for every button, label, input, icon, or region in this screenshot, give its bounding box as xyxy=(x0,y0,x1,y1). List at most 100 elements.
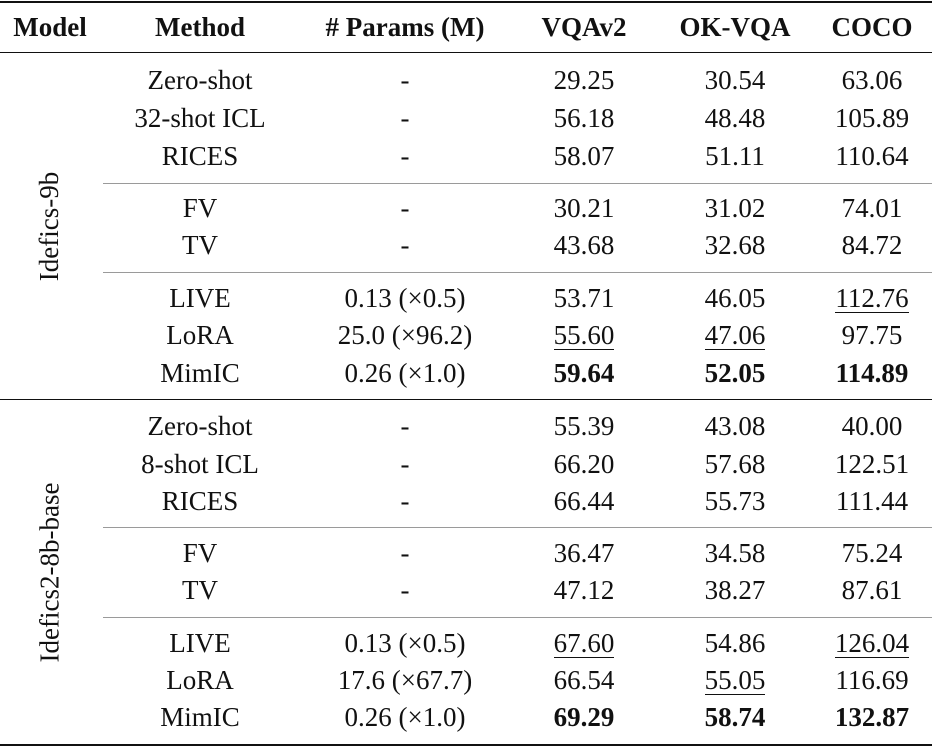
okvqa-cell-best: 52.05 xyxy=(704,358,766,388)
header-rule xyxy=(0,52,932,53)
method-cell: RICES xyxy=(161,486,239,516)
header-method: Method xyxy=(155,12,245,42)
method-cell: 8-shot ICL xyxy=(141,449,259,479)
section-divider xyxy=(103,617,932,618)
method-cell: MimIC xyxy=(160,702,240,732)
table-row: LoRA 17.6 (×67.7) 66.54 55.05 116.69 xyxy=(0,662,932,699)
table-row: TV - 43.68 32.68 84.72 xyxy=(0,227,932,264)
vqav2-cell-second-best: 55.60 xyxy=(553,320,615,350)
params-cell: 0.26 (×1.0) xyxy=(344,702,466,732)
okvqa-cell: 32.68 xyxy=(704,230,766,260)
table-row: FV - 30.21 31.02 74.01 xyxy=(0,190,932,227)
table-row: Zero-shot - 29.25 30.54 63.06 xyxy=(0,62,932,99)
coco-cell: 84.72 xyxy=(841,230,903,260)
header-okvqa: OK-VQA xyxy=(679,12,791,42)
method-cell: RICES xyxy=(161,141,239,171)
coco-cell: 63.06 xyxy=(841,65,903,95)
coco-cell: 105.89 xyxy=(834,103,910,133)
coco-cell-second-best: 112.76 xyxy=(835,283,909,313)
top-rule xyxy=(0,1,932,3)
params-cell: 0.26 (×1.0) xyxy=(344,358,466,388)
params-cell: - xyxy=(400,486,410,516)
table-row: MimIC 0.26 (×1.0) 59.64 52.05 114.89 xyxy=(0,355,932,392)
okvqa-cell: 51.11 xyxy=(705,141,765,171)
method-cell: MimIC xyxy=(160,358,240,388)
vqav2-cell: 43.68 xyxy=(553,230,615,260)
group-rule xyxy=(0,399,932,400)
header-coco: COCO xyxy=(831,12,913,42)
method-cell: TV xyxy=(182,230,218,260)
vqav2-cell: 66.44 xyxy=(553,486,615,516)
method-cell: LIVE xyxy=(169,283,231,313)
section-divider xyxy=(103,527,932,528)
coco-cell-second-best: 126.04 xyxy=(834,628,910,658)
coco-cell: 97.75 xyxy=(841,320,903,350)
method-cell: 32-shot ICL xyxy=(134,103,266,133)
params-cell: - xyxy=(400,103,410,133)
okvqa-cell: 46.05 xyxy=(704,283,766,313)
coco-cell: 122.51 xyxy=(834,449,910,479)
params-cell: - xyxy=(400,411,410,441)
okvqa-cell-best: 58.74 xyxy=(704,702,766,732)
header-vqav2: VQAv2 xyxy=(541,12,627,42)
coco-cell-best: 132.87 xyxy=(834,702,910,732)
okvqa-cell: 43.08 xyxy=(704,411,766,441)
table-row: Zero-shot - 55.39 43.08 40.00 xyxy=(0,408,932,445)
method-cell: TV xyxy=(182,575,218,605)
method-cell: Zero-shot xyxy=(147,411,253,441)
coco-cell: 110.64 xyxy=(835,141,909,171)
okvqa-cell-second-best: 55.05 xyxy=(704,665,766,695)
vqav2-cell: 53.71 xyxy=(553,283,615,313)
okvqa-cell: 30.54 xyxy=(704,65,766,95)
vqav2-cell-best: 69.29 xyxy=(553,702,615,732)
coco-cell: 111.44 xyxy=(835,486,909,516)
header-params: # Params (M) xyxy=(325,12,485,42)
header-model: Model xyxy=(13,12,87,42)
params-cell: - xyxy=(400,141,410,171)
section-divider xyxy=(103,272,932,273)
params-cell: 0.13 (×0.5) xyxy=(344,283,466,313)
table-row: RICES - 58.07 51.11 110.64 xyxy=(0,138,932,175)
params-cell: 0.13 (×0.5) xyxy=(344,628,466,658)
header-row: Model Method # Params (M) VQAv2 OK-VQA C… xyxy=(0,3,932,52)
coco-cell: 75.24 xyxy=(841,538,903,568)
params-cell: - xyxy=(400,449,410,479)
table-row: RICES - 66.44 55.73 111.44 xyxy=(0,483,932,520)
vqav2-cell: 66.54 xyxy=(553,665,615,695)
okvqa-cell: 38.27 xyxy=(704,575,766,605)
coco-cell-best: 114.89 xyxy=(835,358,909,388)
method-cell: LoRA xyxy=(166,665,234,695)
okvqa-cell: 31.02 xyxy=(704,193,766,223)
method-cell: LIVE xyxy=(169,628,231,658)
okvqa-cell: 55.73 xyxy=(704,486,766,516)
okvqa-cell-second-best: 47.06 xyxy=(704,320,766,350)
bottom-rule xyxy=(0,744,932,746)
vqav2-cell: 56.18 xyxy=(553,103,615,133)
okvqa-cell: 48.48 xyxy=(704,103,766,133)
coco-cell: 87.61 xyxy=(841,575,903,605)
method-cell: FV xyxy=(182,193,218,223)
okvqa-cell: 34.58 xyxy=(704,538,766,568)
vqav2-cell-best: 59.64 xyxy=(553,358,615,388)
params-cell: - xyxy=(400,230,410,260)
section-divider xyxy=(103,183,932,184)
method-cell: FV xyxy=(182,538,218,568)
params-cell: - xyxy=(400,538,410,568)
params-cell: 25.0 (×96.2) xyxy=(337,320,473,350)
vqav2-cell: 55.39 xyxy=(553,411,615,441)
vqav2-cell: 58.07 xyxy=(553,141,615,171)
coco-cell: 74.01 xyxy=(841,193,903,223)
coco-cell: 40.00 xyxy=(841,411,903,441)
table-row: 32-shot ICL - 56.18 48.48 105.89 xyxy=(0,100,932,137)
params-cell: - xyxy=(400,575,410,605)
table-row: FV - 36.47 34.58 75.24 xyxy=(0,535,932,572)
vqav2-cell: 29.25 xyxy=(553,65,615,95)
vqav2-cell: 47.12 xyxy=(553,575,615,605)
table-row: TV - 47.12 38.27 87.61 xyxy=(0,572,932,609)
vqav2-cell: 66.20 xyxy=(553,449,615,479)
okvqa-cell: 57.68 xyxy=(704,449,766,479)
vqav2-cell: 30.21 xyxy=(553,193,615,223)
method-cell: Zero-shot xyxy=(147,65,253,95)
params-cell: 17.6 (×67.7) xyxy=(337,665,473,695)
